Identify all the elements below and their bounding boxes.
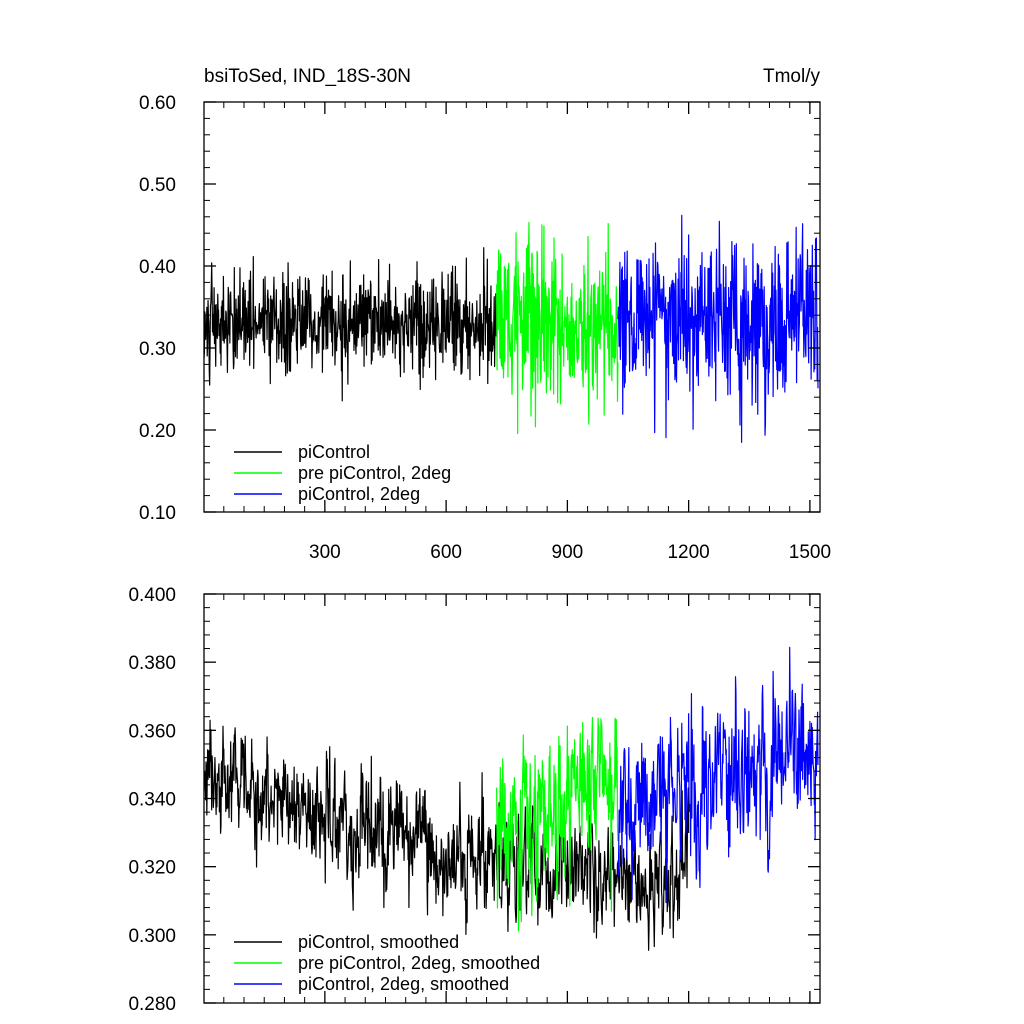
x-tick-label: 600	[430, 542, 462, 563]
series-line-top-1	[496, 221, 619, 435]
x-tick-label: 900	[552, 542, 584, 563]
series-line-bottom-2	[617, 646, 819, 904]
y-tick-label: 0.30	[139, 339, 176, 360]
x-tick-label: 300	[309, 542, 341, 563]
y-tick-label: 0.320	[128, 858, 176, 879]
top-panel-units: Tmol/y	[763, 66, 821, 87]
legend-label: pre piControl, 2deg, smoothed	[298, 953, 540, 973]
y-tick-label: 0.280	[128, 994, 176, 1015]
series-line-top-2	[617, 214, 819, 443]
y-tick-label: 0.360	[128, 721, 176, 742]
legend-label: piControl	[298, 442, 370, 462]
series-line-top-0	[203, 247, 498, 402]
y-tick-label: 0.340	[128, 790, 176, 811]
bottom-plot-area: 0.280 0.300 0.320 0.340 0.360 0.380 0.400	[128, 585, 821, 1015]
y-tick-label: 0.300	[128, 926, 176, 947]
top-panel-title: bsiToSed, IND_18S-30N	[204, 66, 411, 87]
y-tick-label: 0.60	[139, 93, 176, 114]
legend-label: pre piControl, 2deg	[298, 463, 451, 483]
top-panel: bsiToSed, IND_18S-30N Tmol/y 300 600 900 12…	[139, 66, 831, 563]
series-line-bottom-0	[203, 719, 690, 951]
y-tick-label: 0.400	[128, 585, 176, 606]
y-tick-label: 0.20	[139, 421, 176, 442]
y-tick-label: 0.50	[139, 175, 176, 196]
plot-frame	[203, 101, 821, 513]
y-tick-label: 0.40	[139, 257, 176, 278]
legend-label: piControl, 2deg	[298, 484, 420, 504]
bottom-panel: 0.280 0.300 0.320 0.340 0.360 0.380 0.400 piCo…	[128, 585, 821, 1015]
y-tick-label: 0.380	[128, 653, 176, 674]
x-tick-label: 1500	[789, 542, 831, 563]
top-plot-area: 300 600 900 1200 1500 0.10 0.20 0.30 0.40 0.50 0.6…	[139, 93, 831, 563]
legend-label: piControl, smoothed	[298, 932, 459, 952]
x-tick-label: 1200	[667, 542, 709, 563]
y-tick-label: 0.10	[139, 503, 176, 524]
legend-label: piControl, 2deg, smoothed	[298, 974, 509, 994]
series-line-bottom-1	[496, 716, 619, 932]
